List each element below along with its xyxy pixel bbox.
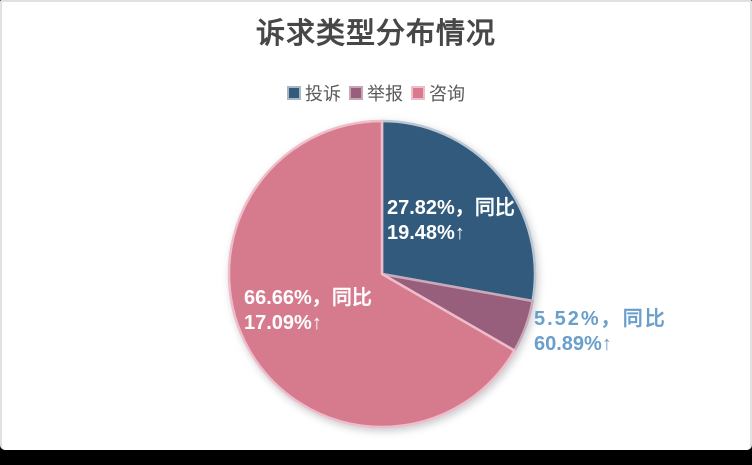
legend-label-consultations: 咨询 [429,84,465,104]
pie-slice-complaints [380,119,537,303]
chart-card: 诉求类型分布情况 投诉 举报 咨询 27.82%，同比 19.48%↑ 5.52… [0,0,752,450]
pie-slice-consultations [227,119,516,429]
chart-title: 诉求类型分布情况 [255,18,496,50]
legend-swatch-consultations [411,86,425,100]
bottom-bar [0,450,752,465]
data-label-reports: 5.52%，同比 60.89%↑ [534,307,667,357]
pie-chart: 27.82%，同比 19.48%↑ 5.52%，同比 60.89%↑ 66.66… [2,2,752,452]
legend-item-consultations: 咨询 [411,80,465,106]
legend-label-complaints: 投诉 [305,84,341,104]
pie-svg [227,119,537,429]
legend-swatch-complaints [287,86,301,100]
data-label-reports-value: 5.52%，同比 [534,308,667,330]
legend-swatch-reports [349,86,363,100]
legend-label-reports: 举报 [367,84,403,104]
legend-item-reports: 举报 [349,80,403,106]
legend: 投诉 举报 咨询 [2,80,750,106]
legend-item-complaints: 投诉 [287,80,341,106]
data-label-reports-yoy: 60.89%↑ [534,333,612,355]
